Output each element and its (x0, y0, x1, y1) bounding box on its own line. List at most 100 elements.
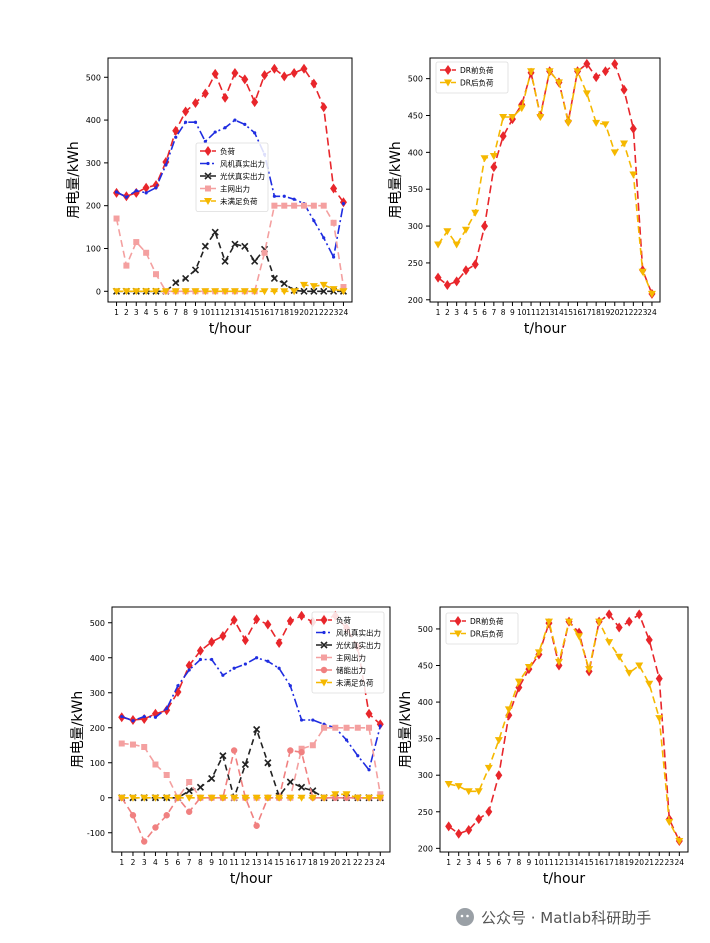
x-tick-label: 12 (241, 858, 251, 867)
data-point (290, 67, 298, 78)
data-point (221, 288, 230, 296)
data-point (185, 794, 194, 802)
data-point (365, 708, 373, 719)
legend-marker (204, 146, 212, 156)
data-point (485, 806, 493, 817)
x-tick-label: 9 (510, 308, 515, 317)
x-tick-label: 21 (342, 858, 352, 867)
legend-marker (320, 615, 328, 625)
data-point (332, 724, 339, 731)
data-point (230, 747, 238, 754)
data-point (534, 649, 543, 657)
data-point (635, 609, 643, 620)
x-tick-label: 7 (173, 308, 178, 317)
data-point (211, 288, 220, 296)
y-tick-label: 0 (96, 287, 101, 296)
series-line (121, 726, 381, 801)
y-tick-label: 200 (408, 296, 423, 305)
data-point (275, 638, 283, 649)
x-tick-label: 1 (446, 858, 451, 867)
data-point (243, 122, 247, 126)
legend: DR前负荷 DR后负荷 (445, 612, 519, 645)
x-tick-label: 5 (473, 308, 478, 317)
data-point (221, 92, 229, 103)
data-point (330, 219, 337, 226)
x-tick-label: 6 (496, 858, 501, 867)
data-point (310, 202, 317, 209)
data-point (655, 715, 664, 723)
data-point (261, 249, 268, 256)
data-point (171, 288, 180, 296)
x-tick-label: 14 (554, 308, 564, 317)
data-point (134, 189, 138, 193)
data-point (310, 287, 318, 295)
data-point (297, 794, 306, 802)
data-point (625, 616, 633, 627)
data-point (610, 149, 619, 157)
data-point (465, 825, 473, 836)
x-tick-label: 4 (153, 858, 158, 867)
data-point (601, 66, 609, 77)
y-tick-label: 250 (418, 808, 433, 817)
x-tick-label: 19 (319, 858, 329, 867)
data-point (290, 288, 299, 296)
legend-label: 未满足负荷 (336, 678, 374, 688)
data-point (287, 747, 294, 754)
data-point (133, 239, 140, 246)
data-point (585, 666, 594, 674)
x-tick-label: 21 (619, 308, 629, 317)
data-point (611, 58, 619, 69)
data-point (495, 770, 503, 781)
legend-marker (320, 679, 328, 687)
data-point (605, 609, 613, 620)
data-point (629, 123, 637, 134)
y-tick-label: 0 (100, 794, 105, 803)
legend-label: 负荷 (220, 146, 235, 156)
data-point (210, 657, 214, 662)
data-point (129, 812, 137, 819)
y-axis-label: 用电量/kWh (388, 141, 404, 219)
data-point (253, 614, 261, 625)
data-point (113, 215, 120, 222)
legend-marker (205, 185, 211, 192)
series-line (121, 656, 382, 772)
data-point (343, 724, 350, 731)
y-tick-label: 200 (418, 844, 433, 853)
y-axis-label: 用电量/kWh (66, 141, 82, 219)
data-point (128, 794, 137, 802)
data-point (152, 761, 159, 768)
plot-frame (439, 606, 689, 853)
data-point (174, 135, 178, 139)
data-point (665, 819, 674, 827)
data-point (629, 171, 638, 179)
x-tick-label: 23 (638, 308, 648, 317)
data-point (320, 794, 329, 802)
data-point (434, 241, 443, 249)
x-tick-label: 23 (329, 308, 339, 317)
series-line (121, 726, 382, 800)
data-point (277, 666, 281, 670)
x-tick-label: 3 (454, 308, 459, 317)
data-point (152, 288, 161, 296)
legend-marker (320, 641, 328, 649)
data-point (356, 754, 360, 758)
legend-label: DR前负荷 (460, 65, 494, 75)
x-tick-label: 23 (665, 858, 675, 867)
data-point (354, 724, 361, 731)
data-point (241, 635, 249, 646)
legend-marker (320, 666, 328, 674)
data-point (198, 657, 203, 662)
data-point (494, 737, 503, 745)
legend-label: 储能出力 (336, 665, 366, 675)
x-tick-label: 8 (516, 858, 521, 867)
data-point (281, 202, 288, 209)
y-tick-label: 300 (86, 159, 101, 168)
data-point (241, 794, 250, 802)
x-tick-label: 8 (183, 308, 188, 317)
x-tick-label: 14 (263, 858, 273, 867)
data-point (329, 286, 338, 294)
y-axis-label: 用电量/kWh (70, 691, 86, 769)
y-tick-label: 450 (418, 662, 433, 671)
data-point (211, 228, 219, 236)
